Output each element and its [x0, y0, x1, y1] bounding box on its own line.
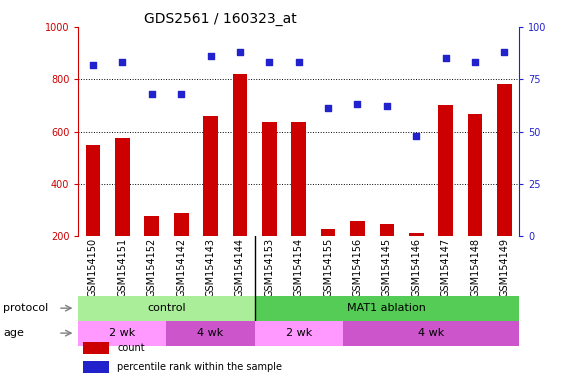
Bar: [233, 74, 247, 236]
Point: [294, 60, 303, 66]
Bar: [203, 116, 218, 236]
Text: GSM154155: GSM154155: [323, 238, 333, 297]
Text: GSM154143: GSM154143: [205, 238, 216, 297]
Point: [382, 103, 392, 109]
Bar: [438, 104, 453, 236]
Point: [118, 60, 127, 66]
Text: GSM154149: GSM154149: [499, 238, 509, 297]
Text: 2 wk: 2 wk: [109, 328, 136, 338]
Bar: [174, 213, 188, 236]
Bar: [83, 361, 109, 373]
Bar: [78, 296, 255, 321]
Point: [264, 60, 274, 66]
Point: [500, 49, 509, 55]
Point: [176, 91, 186, 97]
Bar: [166, 321, 255, 346]
Bar: [262, 122, 277, 236]
Text: control: control: [147, 303, 186, 313]
Text: GSM154144: GSM154144: [235, 238, 245, 297]
Text: GSM154151: GSM154151: [117, 238, 128, 297]
Text: GSM154156: GSM154156: [353, 238, 362, 297]
Bar: [255, 296, 519, 321]
Bar: [78, 321, 166, 346]
Text: percentile rank within the sample: percentile rank within the sample: [117, 362, 282, 372]
Bar: [83, 342, 109, 354]
Point: [88, 61, 97, 68]
Bar: [497, 84, 512, 236]
Text: GSM154148: GSM154148: [470, 238, 480, 297]
Bar: [409, 233, 423, 236]
Text: GSM154150: GSM154150: [88, 238, 98, 297]
Bar: [321, 229, 335, 236]
Text: age: age: [3, 328, 24, 338]
Bar: [467, 114, 483, 236]
Point: [441, 55, 450, 61]
Text: protocol: protocol: [3, 303, 48, 313]
Bar: [343, 321, 519, 346]
Text: GSM154153: GSM154153: [264, 238, 274, 297]
Text: MAT1 ablation: MAT1 ablation: [347, 303, 426, 313]
Text: GSM154147: GSM154147: [441, 238, 451, 297]
Text: 4 wk: 4 wk: [197, 328, 224, 338]
Point: [324, 106, 333, 112]
Point: [353, 101, 362, 108]
Point: [412, 132, 421, 139]
Bar: [86, 145, 100, 236]
Point: [470, 60, 480, 66]
Point: [147, 91, 157, 97]
Point: [206, 53, 215, 59]
Text: GSM154146: GSM154146: [411, 238, 421, 297]
Text: GSM154152: GSM154152: [147, 238, 157, 297]
Text: GSM154145: GSM154145: [382, 238, 392, 297]
Bar: [350, 221, 365, 236]
Bar: [144, 216, 159, 236]
Text: 4 wk: 4 wk: [418, 328, 444, 338]
Text: count: count: [117, 343, 145, 353]
Bar: [291, 122, 306, 236]
Text: GDS2561 / 160323_at: GDS2561 / 160323_at: [144, 12, 297, 26]
Text: 2 wk: 2 wk: [285, 328, 312, 338]
Text: GSM154154: GSM154154: [293, 238, 304, 297]
Bar: [379, 224, 394, 236]
Bar: [115, 138, 130, 236]
Bar: [255, 321, 343, 346]
Point: [235, 49, 245, 55]
Text: GSM154142: GSM154142: [176, 238, 186, 297]
